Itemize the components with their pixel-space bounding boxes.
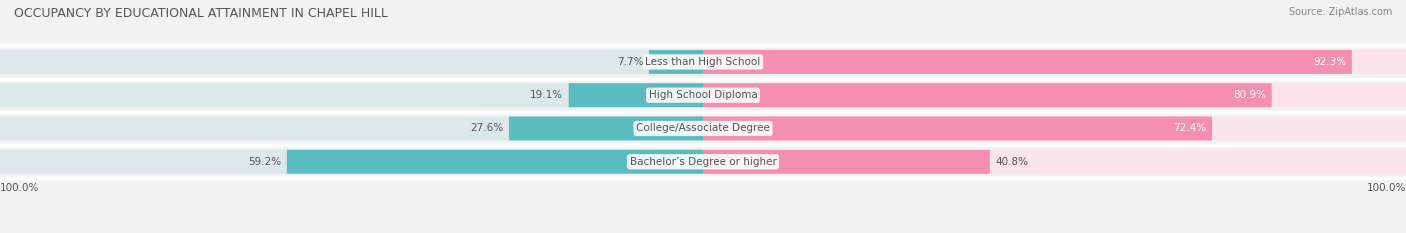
FancyBboxPatch shape xyxy=(509,116,703,140)
FancyBboxPatch shape xyxy=(703,83,1272,107)
Text: Less than High School: Less than High School xyxy=(645,57,761,67)
Text: 100.0%: 100.0% xyxy=(0,183,39,193)
FancyBboxPatch shape xyxy=(0,116,703,140)
FancyBboxPatch shape xyxy=(568,83,703,107)
Text: OCCUPANCY BY EDUCATIONAL ATTAINMENT IN CHAPEL HILL: OCCUPANCY BY EDUCATIONAL ATTAINMENT IN C… xyxy=(14,7,388,20)
FancyBboxPatch shape xyxy=(703,116,1406,140)
FancyBboxPatch shape xyxy=(0,83,703,107)
Text: 7.7%: 7.7% xyxy=(617,57,644,67)
FancyBboxPatch shape xyxy=(0,50,703,74)
FancyBboxPatch shape xyxy=(703,50,1353,74)
FancyBboxPatch shape xyxy=(703,83,1406,107)
FancyBboxPatch shape xyxy=(703,116,1212,140)
Text: 80.9%: 80.9% xyxy=(1233,90,1267,100)
FancyBboxPatch shape xyxy=(703,150,990,174)
Text: High School Diploma: High School Diploma xyxy=(648,90,758,100)
FancyBboxPatch shape xyxy=(650,50,703,74)
FancyBboxPatch shape xyxy=(0,150,703,174)
Text: Source: ZipAtlas.com: Source: ZipAtlas.com xyxy=(1288,7,1392,17)
FancyBboxPatch shape xyxy=(703,50,1406,74)
FancyBboxPatch shape xyxy=(703,150,1406,174)
Text: 40.8%: 40.8% xyxy=(995,157,1028,167)
Text: 19.1%: 19.1% xyxy=(530,90,562,100)
Text: College/Associate Degree: College/Associate Degree xyxy=(636,123,770,134)
Text: 72.4%: 72.4% xyxy=(1173,123,1206,134)
Text: 27.6%: 27.6% xyxy=(470,123,503,134)
Text: 92.3%: 92.3% xyxy=(1313,57,1347,67)
Text: 59.2%: 59.2% xyxy=(247,157,281,167)
FancyBboxPatch shape xyxy=(287,150,703,174)
Text: 100.0%: 100.0% xyxy=(1367,183,1406,193)
Text: Bachelor’s Degree or higher: Bachelor’s Degree or higher xyxy=(630,157,776,167)
